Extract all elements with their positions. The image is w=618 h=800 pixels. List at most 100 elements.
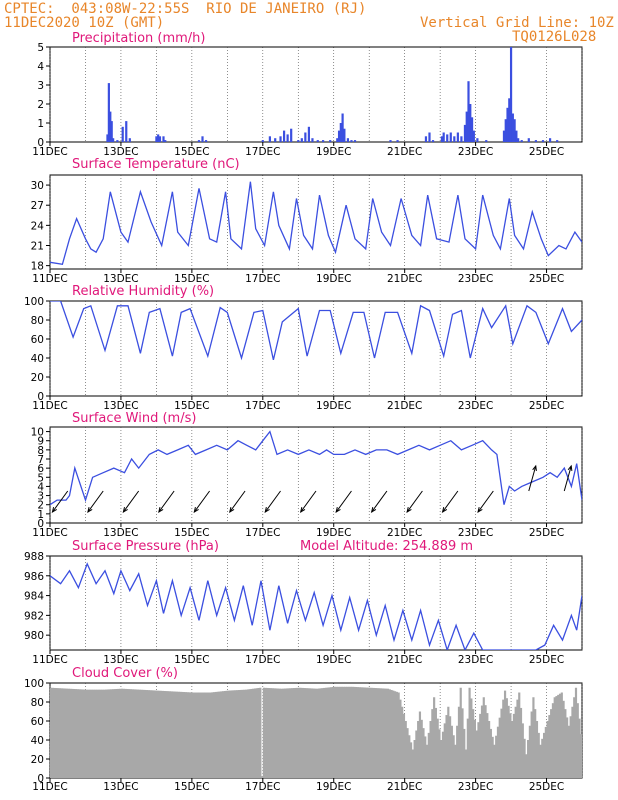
precip-bar	[162, 136, 165, 142]
cloud-cover-bar	[346, 686, 349, 778]
cloud-cover-bar	[323, 687, 326, 778]
precip-bar	[504, 119, 507, 142]
precip-bar	[470, 117, 474, 142]
cloud-cover-bar	[128, 689, 131, 778]
cloud-cover-bar	[472, 709, 475, 778]
cloud-cover-bar	[408, 735, 411, 778]
cloud-cover-bar	[159, 690, 163, 778]
cloud-cover-bar	[374, 688, 377, 778]
cloud-cover-bar	[65, 688, 69, 778]
cloud-cover-bar	[129, 689, 132, 778]
cloud-cover-bar	[255, 688, 258, 778]
cloud-cover-bar	[454, 744, 457, 778]
cloud-cover-bar	[477, 722, 480, 778]
cloud-cover-bar	[392, 690, 395, 778]
cloud-cover-bar	[434, 707, 437, 778]
cloud-cover-bar	[292, 688, 296, 778]
precip-bar	[201, 136, 204, 142]
x-tick-label: 11DEC	[32, 527, 67, 539]
x-tick-label: 23DEC	[458, 146, 493, 158]
cloud-cover-bar	[74, 689, 77, 778]
precip-bar	[424, 136, 428, 142]
cloud-cover-bar	[560, 692, 563, 778]
cloud-cover-bar	[511, 721, 514, 778]
cloud-cover-bar	[353, 686, 356, 778]
cloud-cover-bar	[120, 688, 124, 778]
precip-bar	[440, 136, 444, 142]
cloud-cover-bar	[60, 688, 63, 778]
series-line	[50, 430, 582, 506]
cloud-cover-bar	[335, 686, 338, 778]
cloud-cover-bar	[170, 691, 173, 778]
precip-bar	[556, 140, 559, 142]
cloud-cover-bar	[489, 728, 492, 778]
y-tick-label: 20	[31, 372, 44, 384]
cloud-cover-bar	[542, 732, 546, 778]
cloud-cover-bar	[225, 690, 228, 778]
cloud-cover-bar	[312, 688, 315, 778]
y-tick-label: 80	[31, 315, 44, 327]
panel-title: Surface Wind (m/s)	[72, 411, 196, 426]
cloud-cover-bar	[516, 699, 519, 778]
cloud-cover-bar	[308, 688, 312, 778]
cloud-cover-bar	[239, 689, 242, 778]
cloud-cover-bar	[204, 692, 207, 778]
panel-annotation: Model Altitude: 254.889 m	[300, 539, 473, 554]
cloud-cover-bar	[161, 690, 164, 778]
cloud-cover-bar	[491, 736, 494, 778]
x-tick-label: 21DEC	[387, 654, 422, 666]
precip-bar	[511, 113, 514, 142]
cloud-cover-bar	[424, 736, 427, 778]
cloud-cover-bar	[269, 688, 273, 778]
precip-bar	[339, 123, 342, 142]
cloud-cover-bar	[97, 689, 101, 778]
cloud-cover-bar	[85, 689, 88, 778]
cloud-cover-bar	[463, 728, 466, 778]
precip-bar	[341, 113, 344, 142]
x-tick-label: 25DEC	[529, 400, 564, 412]
cloud-cover-bar	[222, 691, 225, 778]
cloud-cover-bar	[468, 687, 471, 778]
cloud-cover-bar	[379, 688, 383, 778]
cloud-cover-bar	[525, 754, 528, 778]
x-tick-label: 11DEC	[32, 781, 67, 793]
wind-arrow-head	[406, 507, 412, 514]
x-tick-label: 15DEC	[174, 146, 209, 158]
precip-bar	[472, 130, 475, 142]
y-tick-label: 0	[37, 518, 44, 530]
precip-bar	[321, 140, 325, 142]
y-tick-label: 100	[24, 678, 44, 690]
cloud-cover-bar	[450, 725, 453, 778]
cloud-cover-bar	[541, 738, 544, 778]
x-tick-label: 17DEC	[245, 273, 280, 285]
y-tick-label: 4	[37, 61, 44, 73]
cloud-cover-bar	[502, 699, 505, 778]
y-tick-label: 27	[31, 200, 44, 212]
x-tick-label: 25DEC	[529, 654, 564, 666]
precip-bar	[290, 128, 293, 142]
cloud-cover-bar	[285, 688, 289, 778]
cloud-cover-bar	[300, 687, 303, 778]
cloud-cover-bar	[266, 687, 269, 778]
cloud-cover-bar	[223, 690, 226, 778]
cloud-cover-bar	[576, 703, 579, 778]
cloud-cover-bar	[276, 688, 280, 778]
cloud-cover-bar	[99, 689, 102, 778]
x-tick-label: 21DEC	[387, 781, 422, 793]
cloud-cover-bar	[104, 689, 108, 778]
cloud-cover-bar	[417, 721, 420, 778]
x-tick-label: 13DEC	[103, 273, 138, 285]
cloud-cover-bar	[282, 688, 285, 778]
cloud-cover-bar	[245, 689, 248, 778]
cloud-cover-bar	[425, 744, 429, 778]
precip-bar	[508, 98, 511, 142]
cloud-cover-bar	[355, 686, 358, 778]
cloud-cover-bar	[326, 687, 329, 778]
cloud-cover-bar	[521, 723, 524, 778]
cloud-cover-bar	[369, 687, 372, 778]
precip-bar	[125, 121, 128, 142]
x-tick-label: 15DEC	[174, 654, 209, 666]
cloud-cover-bar	[347, 686, 351, 778]
precip-bar	[389, 140, 392, 142]
cloud-cover-bar	[113, 689, 117, 778]
